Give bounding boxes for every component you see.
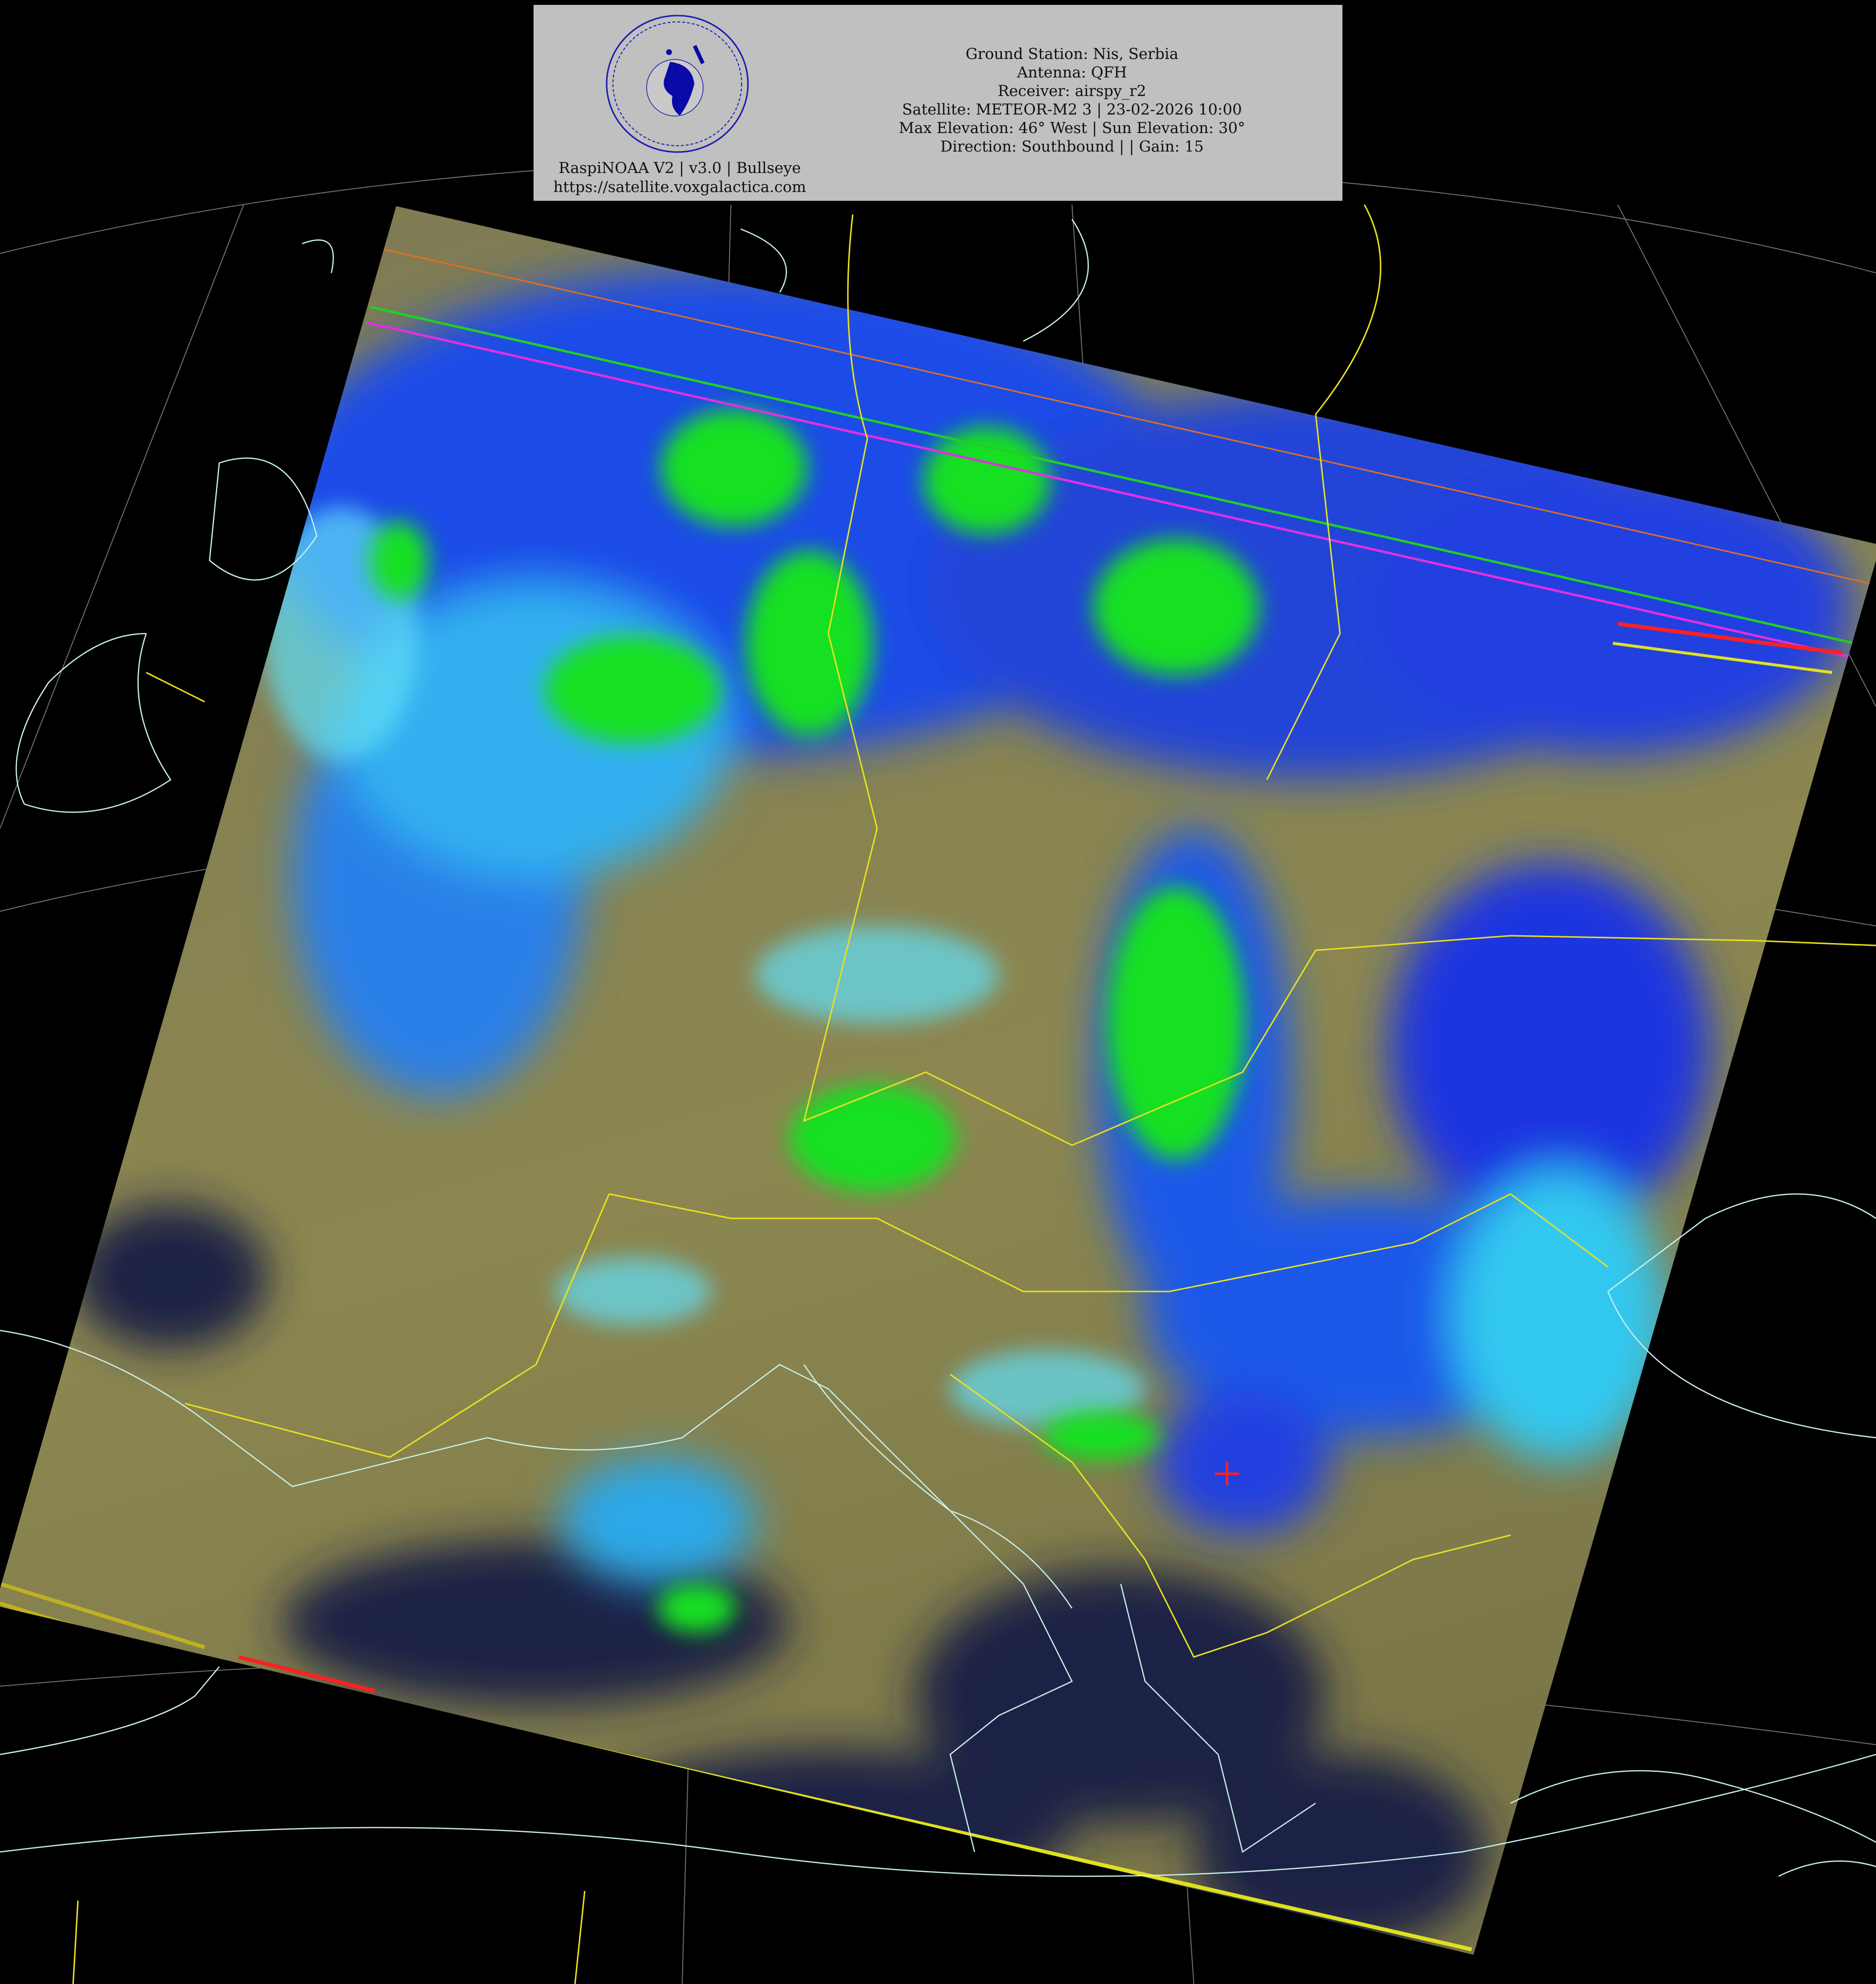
pass-details: Ground Station: Nis, Serbia Antenna: QFH…	[826, 45, 1318, 156]
receiver: Receiver: airspy_r2	[997, 82, 1147, 100]
station-logo-seal	[606, 15, 749, 153]
coastlines	[0, 219, 1876, 1877]
ground-station: Ground Station: Nis, Serbia	[965, 45, 1179, 63]
antenna: Antenna: QFH	[1017, 64, 1127, 81]
website-link[interactable]: https://satellite.voxgalactica.com	[553, 178, 806, 196]
direction-gain: Direction: Southbound | | Gain: 15	[940, 138, 1204, 155]
elevation-info: Max Elevation: 46° West | Sun Elevation:…	[899, 119, 1245, 137]
ground-station-marker	[1215, 1462, 1239, 1486]
satellite-and-time: Satellite: METEOR-M2 3 | 23-02-2026 10:0…	[902, 101, 1242, 118]
country-borders	[72, 204, 1876, 1984]
pass-info-header: RaspiNOAA V2 | v3.0 | Bullseye https://s…	[534, 5, 1342, 201]
satellite-swath	[0, 206, 1876, 1955]
software-version: RaspiNOAA V2 | v3.0 | Bullseye	[558, 159, 801, 177]
